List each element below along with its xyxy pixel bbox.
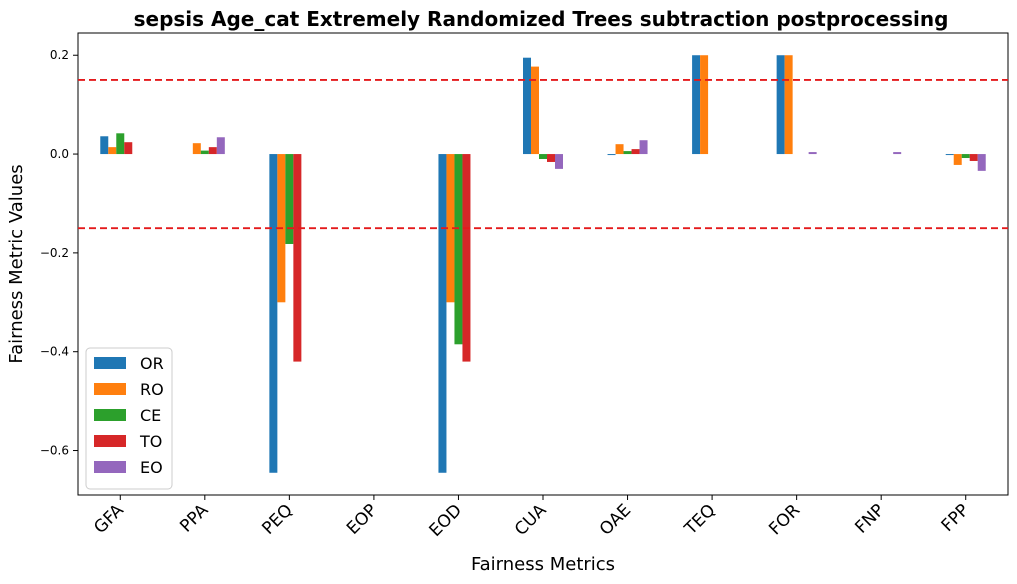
- y-tick-label: −0.4: [40, 345, 69, 359]
- bar-or-teq: [692, 55, 701, 155]
- legend-label-eo: EO: [140, 458, 163, 477]
- bar-or-peq: [269, 154, 278, 473]
- legend-label-ro: RO: [140, 380, 164, 399]
- y-tick-label: −0.2: [40, 246, 69, 260]
- bar-ce-oae: [623, 151, 632, 155]
- bar-or-oae: [607, 154, 616, 156]
- bar-or-gfa: [100, 136, 109, 155]
- legend-swatch-or: [94, 357, 126, 369]
- bar-ro-fpp: [953, 154, 962, 165]
- bar-ce-fpp: [961, 154, 970, 159]
- bar-or-fpp: [945, 154, 954, 156]
- x-tick-label: TEQ: [680, 500, 719, 539]
- bar-ro-oae: [615, 144, 624, 155]
- bar-to-ppa: [208, 147, 217, 155]
- bar-ro-teq: [700, 55, 709, 155]
- bar-eo-ppa: [216, 137, 225, 155]
- x-tick-label: CUA: [511, 500, 551, 540]
- bar-or-cua: [523, 57, 531, 155]
- x-tick-label: PEQ: [258, 500, 296, 538]
- x-tick-label: EOD: [426, 500, 466, 540]
- x-tick-label: FPP: [938, 500, 974, 536]
- bar-ro-cua: [531, 66, 539, 155]
- bar-eo-for: [808, 152, 817, 155]
- legend-swatch-ce: [94, 409, 126, 421]
- bar-to-oae: [631, 149, 640, 155]
- x-tick-label: GFA: [90, 500, 128, 538]
- x-axis: GFA PPA PEQ EOP EOD CUA OAE TEQ FOR FNP FPP: [90, 495, 973, 541]
- y-tick-label: −0.6: [40, 444, 69, 458]
- bar-ce-cua: [539, 154, 547, 159]
- legend-swatch-eo: [94, 461, 126, 473]
- x-tick-label: FOR: [765, 500, 804, 539]
- legend: OR RO CE TO EO: [85, 347, 173, 490]
- bar-eo-oae: [639, 140, 648, 155]
- bar-to-eod: [462, 154, 471, 362]
- bar-ce-gfa: [116, 133, 125, 155]
- bar-eo-fnp: [893, 152, 902, 155]
- bar-ro-gfa: [108, 147, 117, 155]
- y-axis: −0.6 −0.4 −0.2 0.0 0.2: [40, 48, 78, 458]
- threshold-lines: [78, 79, 1008, 230]
- legend-label-ce: CE: [140, 406, 161, 425]
- x-tick-label: FNP: [851, 500, 888, 537]
- bar-ce-peq: [285, 154, 294, 244]
- x-tick-label: EOP: [343, 500, 381, 538]
- bar-ce-eod: [454, 154, 463, 345]
- legend-swatch-ro: [94, 383, 126, 395]
- plot-area: [77, 32, 1009, 496]
- y-axis-label: Fairness Metric Values: [6, 164, 27, 363]
- x-tick-label: OAE: [596, 500, 635, 539]
- bar-to-fpp: [969, 154, 978, 161]
- bar-eo-cua: [555, 154, 563, 169]
- y-tick-label: 0.0: [50, 147, 69, 161]
- bar-or-for: [776, 55, 785, 155]
- x-axis-label: Fairness Metrics: [471, 554, 615, 575]
- bar-ce-ppa: [200, 150, 209, 155]
- bar-ro-ppa: [192, 143, 201, 155]
- bar-to-gfa: [124, 142, 133, 155]
- x-tick-label: PPA: [176, 500, 212, 536]
- y-tick-label: 0.2: [50, 48, 69, 62]
- bar-to-peq: [293, 154, 302, 362]
- chart-title: sepsis Age_cat Extremely Randomized Tree…: [134, 7, 949, 31]
- bar-to-cua: [547, 154, 555, 162]
- bar-ro-for: [784, 55, 793, 155]
- plot-frame: [77, 32, 1009, 496]
- bars: [100, 55, 986, 473]
- legend-label-to: TO: [139, 432, 162, 451]
- bar-ro-eod: [446, 154, 455, 303]
- bar-or-eod: [438, 154, 447, 473]
- bar-eo-fpp: [977, 154, 986, 171]
- legend-swatch-to: [94, 435, 126, 447]
- legend-label-or: OR: [140, 354, 164, 373]
